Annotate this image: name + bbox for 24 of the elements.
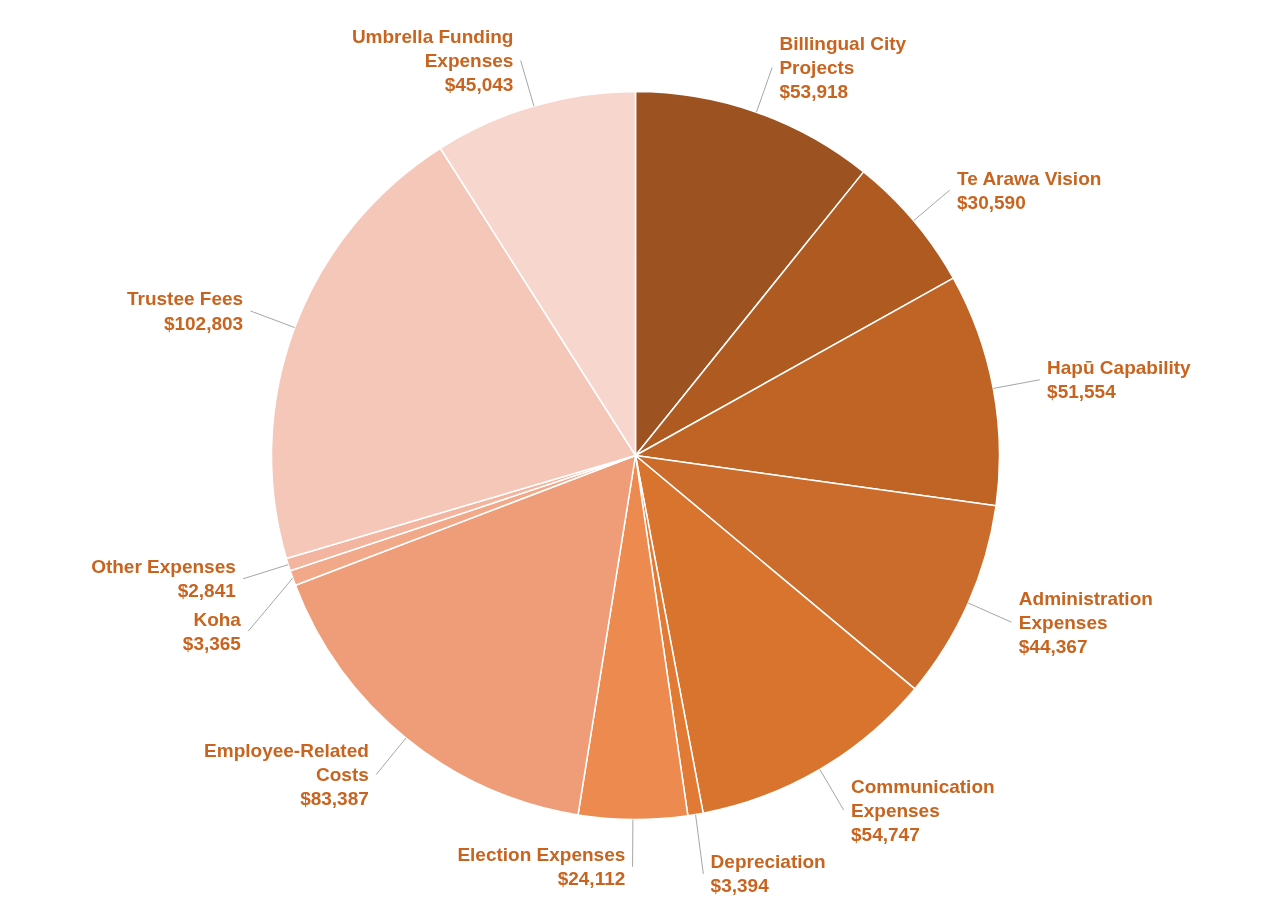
data-label: $45,043 <box>444 74 514 96</box>
data-label: $51,554 <box>1047 381 1117 403</box>
slice-label: Administration Expenses <box>1018 587 1153 633</box>
data-label: $24,112 <box>557 868 626 890</box>
slice-label: Billingual City Projects <box>779 32 907 79</box>
slice-label: Depreciation <box>710 851 826 873</box>
slice-label: Trustee Fees <box>126 288 244 310</box>
data-label: $53,918 <box>779 81 849 103</box>
slice-label: Election Expenses <box>457 844 626 866</box>
data-label: $44,367 <box>1018 635 1088 657</box>
slice-label: Hapū Capability <box>1047 357 1192 379</box>
data-label: $30,590 <box>957 191 1026 213</box>
slice-label: Communication Expenses <box>851 775 995 821</box>
data-label: $54,747 <box>851 823 920 845</box>
slice-label: Umbrella Funding Expenses <box>351 25 514 72</box>
data-label: $2,841 <box>177 580 237 602</box>
data-label: $102,803 <box>163 312 244 334</box>
data-label: $83,387 <box>300 788 369 810</box>
slice-label: Other Expenses <box>91 556 236 578</box>
data-label: $3,365 <box>182 632 242 654</box>
slice-label: Employee-Related Costs <box>204 740 369 786</box>
slice-label: Koha <box>193 608 242 630</box>
data-label: $3,394 <box>710 875 770 897</box>
slice-label: Te Arawa Vision <box>957 167 1102 189</box>
